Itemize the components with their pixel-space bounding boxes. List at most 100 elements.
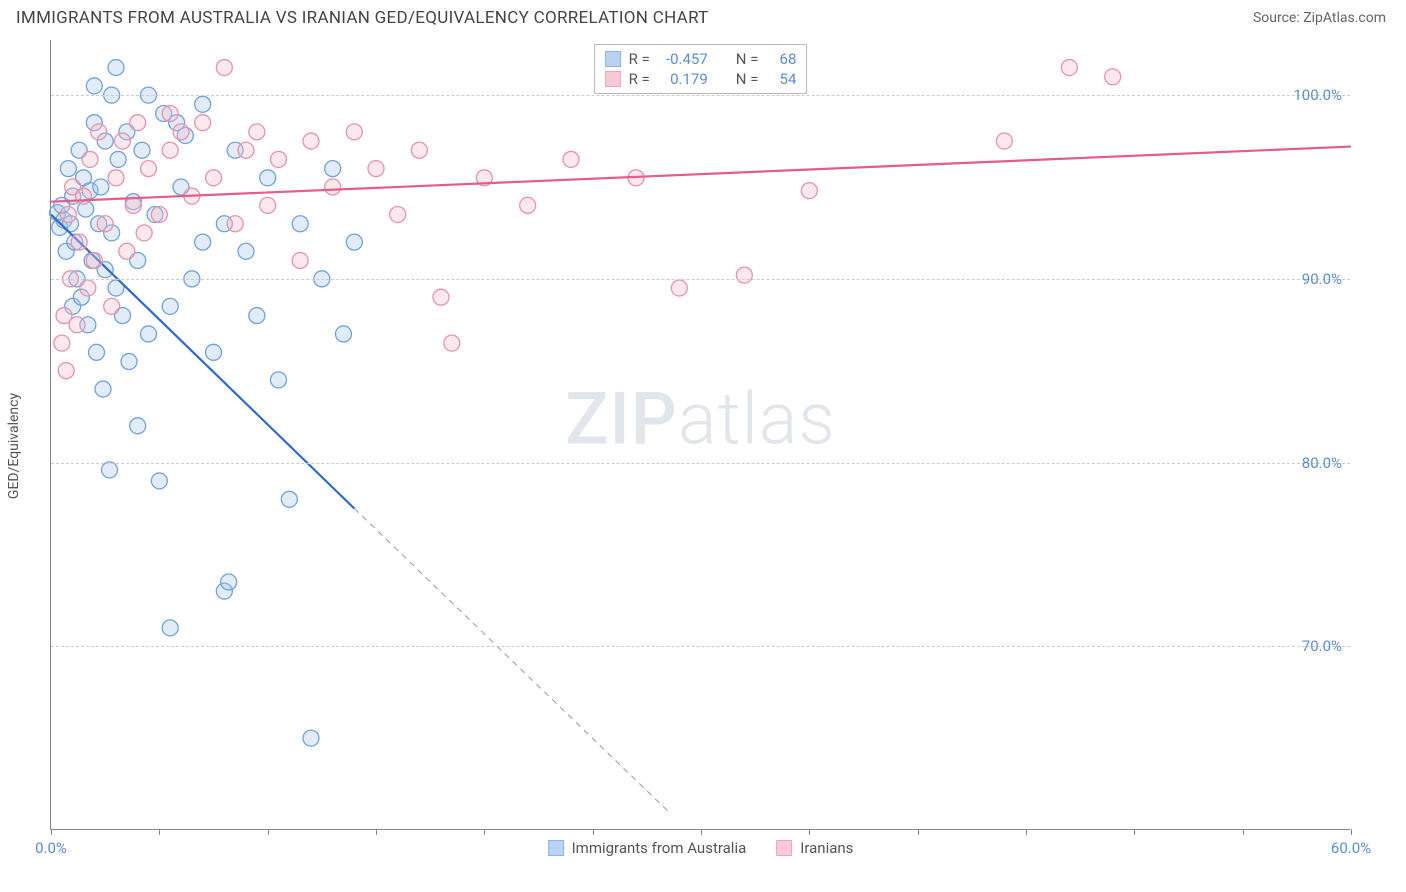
- source-attribution: Source: ZipAtlas.com: [1253, 10, 1386, 26]
- data-point-australia: [102, 462, 118, 478]
- data-point-iranian: [303, 133, 319, 149]
- data-point-australia: [110, 151, 126, 167]
- data-point-iranian: [91, 124, 107, 140]
- legend-r-value-iranian: 0.179: [658, 70, 708, 88]
- data-point-iranian: [173, 124, 189, 140]
- data-point-iranian: [368, 161, 384, 177]
- data-point-australia: [151, 473, 167, 489]
- data-point-australia: [162, 620, 178, 636]
- plot-area: ZIPatlas R =-0.457N =68R =0.179N =54 Imm…: [50, 40, 1350, 830]
- y-tick-label: 100.0%: [1293, 86, 1342, 104]
- data-point-iranian: [195, 115, 211, 131]
- scatter-svg: [51, 40, 1350, 829]
- data-point-australia: [134, 142, 150, 158]
- data-point-iranian: [238, 142, 254, 158]
- data-point-iranian: [130, 115, 146, 131]
- data-point-australia: [108, 60, 124, 76]
- data-point-iranian: [390, 207, 406, 223]
- correlation-legend: R =-0.457N =68R =0.179N =54: [594, 44, 808, 94]
- data-point-iranian: [58, 363, 74, 379]
- data-point-iranian: [671, 280, 687, 296]
- data-point-australia: [336, 326, 352, 342]
- data-point-iranian: [71, 234, 87, 250]
- data-point-iranian: [60, 207, 76, 223]
- legend-swatch-australia: [605, 51, 621, 67]
- data-point-iranian: [69, 317, 85, 333]
- x-tick: [1134, 829, 1135, 835]
- gridline: [51, 646, 1350, 647]
- x-tick: [159, 829, 160, 835]
- data-point-iranian: [216, 60, 232, 76]
- data-point-australia: [303, 730, 319, 746]
- data-point-iranian: [97, 216, 113, 232]
- data-point-iranian: [271, 151, 287, 167]
- x-tick: [484, 829, 485, 835]
- x-tick: [918, 829, 919, 835]
- data-point-iranian: [115, 133, 131, 149]
- data-point-australia: [60, 161, 76, 177]
- data-point-iranian: [162, 105, 178, 121]
- data-point-iranian: [801, 183, 817, 199]
- data-point-australia: [281, 491, 297, 507]
- data-point-iranian: [249, 124, 265, 140]
- data-point-iranian: [1105, 69, 1121, 85]
- data-point-iranian: [119, 243, 135, 259]
- data-point-australia: [346, 234, 362, 250]
- data-point-australia: [141, 326, 157, 342]
- data-point-australia: [221, 574, 237, 590]
- data-point-iranian: [346, 124, 362, 140]
- data-point-iranian: [433, 289, 449, 305]
- gridline: [51, 279, 1350, 280]
- y-axis-label: GED/Equivalency: [6, 393, 22, 499]
- bottom-legend-item-iranian: Iranians: [776, 839, 853, 857]
- data-point-iranian: [444, 335, 460, 351]
- data-point-iranian: [125, 197, 141, 213]
- data-point-australia: [86, 78, 102, 94]
- x-tick: [376, 829, 377, 835]
- regression-extrap-australia: [354, 508, 668, 811]
- bottom-legend-label-australia: Immigrants from Australia: [572, 839, 747, 857]
- gridline: [51, 95, 1350, 96]
- legend-n-value-iranian: 54: [766, 70, 796, 88]
- data-point-australia: [195, 96, 211, 112]
- data-point-iranian: [411, 142, 427, 158]
- legend-r-label: R =: [629, 50, 650, 68]
- series-legend: Immigrants from Australia Iranians: [548, 839, 854, 857]
- y-tick-label: 70.0%: [1302, 637, 1342, 655]
- y-tick-label: 80.0%: [1302, 454, 1342, 472]
- bottom-legend-label-iranian: Iranians: [800, 839, 853, 857]
- x-tick-label: 60.0%: [1331, 839, 1371, 857]
- x-tick: [268, 829, 269, 835]
- data-point-australia: [271, 372, 287, 388]
- data-point-australia: [130, 418, 146, 434]
- legend-r-label: R =: [629, 70, 650, 88]
- chart-title: IMMIGRANTS FROM AUSTRALIA VS IRANIAN GED…: [16, 8, 709, 28]
- x-tick: [1351, 829, 1352, 835]
- x-tick: [51, 829, 52, 835]
- data-point-australia: [121, 354, 137, 370]
- data-point-iranian: [86, 252, 102, 268]
- data-point-australia: [162, 298, 178, 314]
- legend-n-label: N =: [736, 50, 759, 68]
- data-point-iranian: [82, 151, 98, 167]
- data-point-iranian: [520, 197, 536, 213]
- legend-swatch-iranian: [605, 71, 621, 87]
- data-point-iranian: [736, 267, 752, 283]
- data-point-australia: [249, 308, 265, 324]
- data-point-australia: [292, 216, 308, 232]
- data-point-iranian: [76, 188, 92, 204]
- data-point-iranian: [104, 298, 120, 314]
- data-point-iranian: [162, 142, 178, 158]
- x-tick: [701, 829, 702, 835]
- y-tick-label: 90.0%: [1302, 270, 1342, 288]
- data-point-australia: [260, 170, 276, 186]
- legend-swatch-australia: [548, 840, 564, 856]
- data-point-iranian: [292, 252, 308, 268]
- data-point-iranian: [80, 280, 96, 296]
- legend-n-label: N =: [736, 70, 759, 88]
- data-point-iranian: [260, 197, 276, 213]
- data-point-iranian: [141, 161, 157, 177]
- data-point-iranian: [227, 216, 243, 232]
- data-point-iranian: [151, 207, 167, 223]
- x-tick: [1243, 829, 1244, 835]
